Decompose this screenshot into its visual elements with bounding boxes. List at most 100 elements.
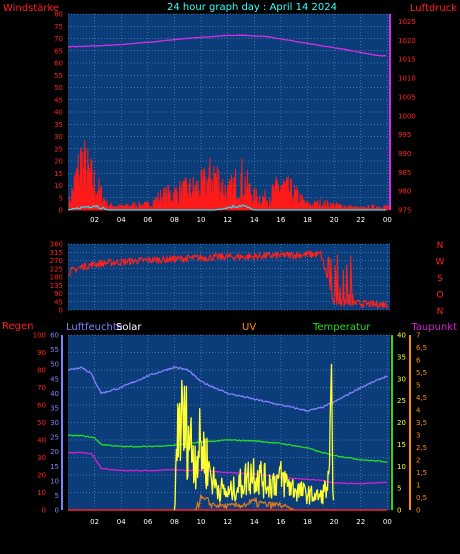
x-tick-label: 14 — [250, 216, 259, 224]
compass-label: W — [436, 258, 445, 268]
compass-label: S — [437, 274, 443, 284]
x-tick-label: 22 — [356, 518, 365, 526]
pressure-tick-label: 1020 — [398, 37, 416, 45]
pressure-line — [67, 34, 387, 57]
uv-tick-label: 4,5 — [416, 394, 427, 402]
rain-tick-label: 50 — [37, 419, 46, 427]
direction-tick-label: 270 — [50, 257, 63, 265]
wind-tick-label: 40 — [54, 109, 63, 117]
x-tick-label: 16 — [276, 216, 285, 224]
uv-line — [194, 494, 294, 511]
temperature-tick-label: 25 — [397, 397, 406, 405]
rain-axis-label: Regen — [2, 321, 34, 332]
uv-tick-label: 6,5 — [416, 344, 427, 352]
wind-tick-label: 45 — [54, 96, 63, 104]
direction-tick-label: 315 — [50, 249, 63, 257]
humidity-tick-label: 30 — [50, 419, 59, 427]
humidity-tick-label: 5 — [55, 492, 59, 500]
humidity-line — [67, 366, 388, 413]
pressure-tick-label: 985 — [398, 169, 411, 177]
rain-tick-label: 80 — [37, 367, 46, 375]
rain-tick-label: 90 — [37, 349, 46, 357]
pressure-axis-label: Luftdruck — [410, 3, 457, 14]
wind-tick-label: 0 — [59, 207, 63, 215]
rain-tick-label: 10 — [37, 489, 46, 497]
wind-tick-label: 55 — [54, 72, 63, 80]
temperature-line — [67, 434, 388, 463]
humidity-tick-label: 20 — [50, 448, 59, 456]
uv-tick-label: 7 — [416, 332, 420, 340]
wind-tick-label: 70 — [54, 35, 63, 43]
uv-tick-label: 1,5 — [416, 469, 427, 477]
direction-tick-label: 135 — [50, 282, 63, 290]
x-tick-label: 14 — [250, 518, 259, 526]
temperature-tick-label: 10 — [397, 463, 406, 471]
direction-tick-label: 0 — [59, 307, 63, 315]
humidity-tick-label: 10 — [50, 477, 59, 485]
pressure-tick-label: 1010 — [398, 75, 416, 83]
wind-tick-label: 65 — [54, 47, 63, 55]
wind-pressure-axis-labels: 02 04 06 08 10 12 14 16 18 20 22 000510152025303540… — [54, 11, 416, 225]
humidity-tick-label: 25 — [50, 434, 59, 442]
x-tick-label: 20 — [330, 518, 339, 526]
uv-tick-label: 2,5 — [416, 444, 427, 452]
compass-label: N — [437, 241, 444, 251]
x-tick-label: 08 — [170, 518, 179, 526]
x-tick-label: 18 — [303, 518, 312, 526]
uv-tick-label: 0,5 — [416, 494, 427, 502]
temperature-tick-label: 15 — [397, 441, 406, 449]
dewpoint-line — [68, 451, 388, 485]
rain-tick-label: 60 — [37, 402, 46, 410]
temperature-tick-label: 5 — [397, 485, 401, 493]
direction-tick-label: 360 — [50, 241, 63, 249]
wind-tick-label: 10 — [54, 182, 63, 190]
humidity-tick-label: 0 — [55, 507, 59, 515]
rain-tick-label: 30 — [37, 454, 46, 462]
x-tick-label: 02 — [90, 518, 99, 526]
x-tick-label: 00 — [383, 216, 392, 224]
uv-tick-label: 5,5 — [416, 369, 427, 377]
uv-tick-label: 3,5 — [416, 419, 427, 427]
wind-tick-label: 20 — [54, 158, 63, 166]
x-tick-label: 20 — [330, 216, 339, 224]
humidity-tick-label: 40 — [50, 390, 59, 398]
wind-tick-label: 60 — [54, 60, 63, 68]
x-tick-label: 10 — [197, 518, 206, 526]
climate-series — [61, 335, 411, 511]
x-tick-label: 22 — [356, 216, 365, 224]
x-tick-label: 08 — [170, 216, 179, 224]
wind-tick-label: 35 — [54, 121, 63, 129]
wind-pressure-series — [67, 14, 391, 211]
direction-tick-label: 225 — [50, 265, 63, 273]
rain-tick-label: 70 — [37, 384, 46, 392]
rain-tick-label: 20 — [37, 472, 46, 480]
uv-tick-label: 1 — [416, 482, 420, 490]
rain-tick-label: 0 — [42, 507, 46, 515]
temperature-tick-label: 40 — [397, 332, 406, 340]
wind-direction-line — [68, 250, 389, 309]
wind-gust-line — [67, 204, 386, 211]
x-tick-label: 06 — [143, 216, 152, 224]
wind-tick-label: 5 — [59, 194, 63, 202]
x-tick-label: 18 — [303, 216, 312, 224]
pressure-tick-label: 1000 — [398, 112, 416, 120]
humidity-tick-label: 60 — [50, 332, 59, 340]
wind-speed-line — [68, 139, 389, 211]
temperature-tick-label: 20 — [397, 419, 406, 427]
temperature-tick-label: 30 — [397, 375, 406, 383]
pressure-tick-label: 1005 — [398, 93, 416, 101]
uv-tick-label: 6 — [416, 357, 421, 365]
pressure-tick-label: 1025 — [398, 18, 416, 26]
temperature-tick-label: 35 — [397, 353, 406, 361]
humidity-tick-label: 50 — [50, 361, 59, 369]
compass-label: N — [437, 307, 444, 317]
wind-pressure-panel: 02 04 06 08 10 12 14 16 18 20 22 000510152025303540… — [54, 11, 416, 225]
temperature-axis-label: Temperatur — [312, 322, 371, 333]
wind-direction-grid — [68, 243, 390, 311]
wind-tick-label: 15 — [54, 170, 63, 178]
rain-tick-label: 40 — [37, 437, 46, 445]
rain-tick-label: 100 — [33, 332, 46, 340]
uv-tick-label: 4 — [416, 407, 421, 415]
